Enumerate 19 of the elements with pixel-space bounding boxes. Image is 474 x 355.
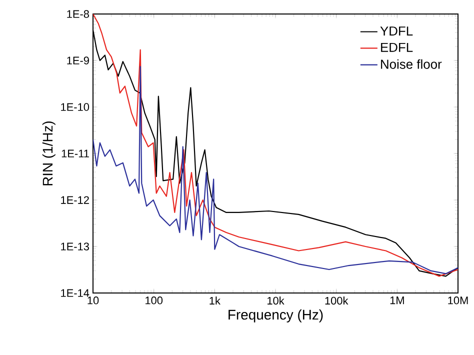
y-tick-label: 1E-9 bbox=[67, 56, 89, 64]
x-tick-label: 100 bbox=[146, 296, 163, 304]
legend-label: Noise floor bbox=[381, 59, 442, 69]
y-tick-label: 1E-14 bbox=[61, 289, 90, 297]
legend-label: EDFL bbox=[381, 42, 413, 52]
x-axis-title: Frequency (Hz) bbox=[228, 309, 323, 322]
x-tick-label: 1M bbox=[390, 296, 404, 304]
y-axis-title: RIN (1/Hz) bbox=[42, 121, 56, 186]
x-tick-label: 10 bbox=[88, 296, 99, 304]
y-tick-label: 1E-12 bbox=[61, 196, 89, 204]
legend-label: YDFL bbox=[380, 26, 413, 36]
x-tick-label: 100k bbox=[325, 296, 348, 305]
y-tick-label: 1E-11 bbox=[62, 150, 89, 158]
x-tick-label: 1k bbox=[210, 296, 220, 304]
y-tick-label: 1E-13 bbox=[61, 242, 89, 250]
x-tick-label: 10M bbox=[448, 296, 468, 304]
y-tick-label: 1E-10 bbox=[61, 103, 90, 111]
y-tick-label: 1E-8 bbox=[67, 10, 89, 18]
x-tick-label: 10k bbox=[268, 296, 284, 305]
